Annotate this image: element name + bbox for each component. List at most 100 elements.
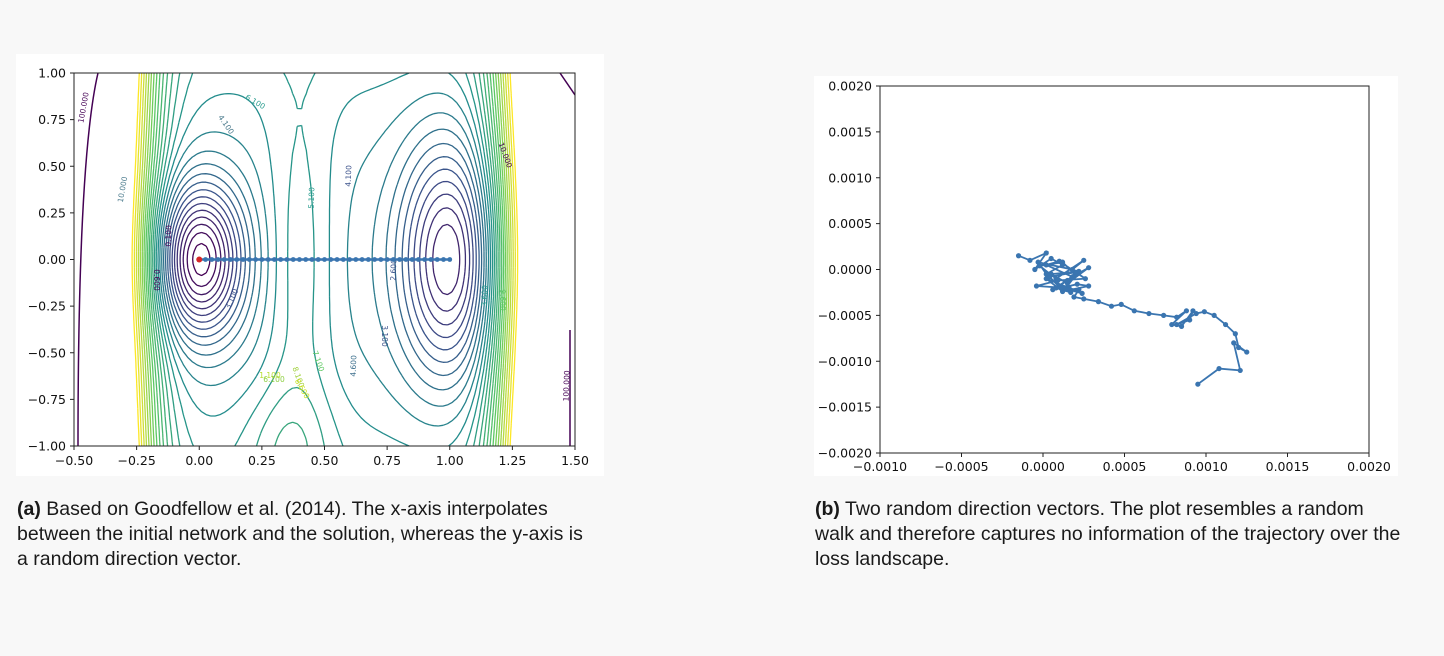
x-tick-label: 1.00 — [436, 453, 464, 468]
random-walk-point — [1069, 274, 1075, 280]
contour-label: 1.100 — [259, 371, 281, 380]
random-walk-point — [1108, 303, 1115, 309]
random-walk-point — [1178, 323, 1185, 329]
contour-line — [169, 168, 477, 351]
contour-label: 3.100 — [223, 287, 240, 310]
plot-a-ticks: −0.50 −0.25 0.00 0.25 0.50 0.75 1.00 1.25 1.50 1.… — [28, 66, 589, 469]
random-walk-point — [1037, 263, 1043, 269]
x-tick-label: 0.75 — [373, 453, 401, 468]
interpolation-point — [390, 257, 396, 262]
y-tick-label: 1.00 — [38, 66, 66, 81]
interpolation-point — [441, 257, 446, 262]
y-tick-label: 0.0020 — [828, 79, 872, 94]
contour-label: 6.100 — [263, 375, 285, 384]
random-walk-point — [1086, 283, 1092, 289]
random-walk-path — [1015, 250, 1250, 387]
y-tick-label: 0.25 — [38, 205, 66, 220]
random-walk-point — [1027, 257, 1033, 263]
random-walk-line — [1018, 250, 1248, 385]
y-tick-label: −0.50 — [28, 345, 66, 360]
contour-line — [182, 223, 222, 296]
x-tick-label: 0.0010 — [1184, 459, 1228, 474]
contour-line — [150, 73, 499, 446]
y-tick-label: 0.0000 — [828, 262, 872, 277]
contour-line — [179, 216, 461, 303]
interpolation-point — [259, 257, 265, 262]
contour-plot-a: 100.00010.0006.1004.1005.1004.1000.1000.… — [28, 66, 589, 469]
interpolation-point — [397, 257, 403, 262]
random-walk-point — [1236, 344, 1242, 351]
random-walk-point — [1079, 290, 1085, 296]
random-walk-point — [1216, 365, 1222, 372]
interpolation-point — [253, 257, 259, 262]
x-tick-label: 0.0005 — [1103, 459, 1147, 474]
initial-network-point — [196, 256, 203, 263]
interpolation-point — [234, 257, 240, 262]
plot-b-frame — [879, 85, 1370, 454]
caption-a-text: Based on Goodfellow et al. (2014). The x… — [17, 498, 583, 570]
interpolation-point — [322, 257, 327, 262]
y-tick-label: −1.00 — [28, 439, 66, 454]
interpolation-point — [359, 257, 365, 262]
interpolation-point — [347, 257, 352, 262]
y-tick-label: −0.0015 — [818, 400, 872, 415]
contour-line — [133, 73, 516, 446]
interpolation-point — [246, 257, 252, 262]
interpolation-point — [378, 257, 384, 262]
contour-line — [176, 207, 467, 312]
random-walk-point — [1043, 262, 1049, 268]
contour-line — [159, 92, 490, 427]
interpolation-point — [416, 257, 421, 262]
interpolation-point — [309, 257, 315, 262]
interpolation-point — [272, 257, 277, 262]
random-walk-point — [1231, 340, 1237, 346]
contour-label: 0.600 — [152, 269, 161, 291]
random-walk-point — [1169, 321, 1175, 328]
y-tick-label: 0.75 — [38, 112, 66, 127]
y-tick-label: 0.0005 — [828, 216, 872, 231]
interpolation-point — [315, 257, 321, 262]
interpolation-point — [290, 257, 296, 262]
random-walk-point — [1183, 308, 1190, 314]
x-tick-label: −0.0005 — [934, 459, 988, 474]
random-walk-point — [1082, 276, 1088, 282]
interpolation-point — [428, 257, 434, 262]
y-tick-label: −0.0020 — [818, 446, 872, 461]
interpolation-point — [265, 257, 271, 262]
contour-line — [135, 73, 514, 446]
random-walk-point — [1195, 381, 1201, 387]
interpolation-point — [297, 257, 302, 262]
random-walk-point — [1161, 312, 1167, 318]
y-tick-label: 0.0015 — [828, 124, 872, 139]
random-walk-point — [1048, 255, 1054, 262]
random-walk-point — [1131, 308, 1137, 314]
interpolation-point — [278, 257, 284, 262]
contour-line — [139, 73, 510, 446]
random-walk-point — [1174, 314, 1180, 320]
random-walk-point — [1232, 331, 1238, 337]
random-walk-point — [1043, 250, 1049, 256]
random-walk-point — [1066, 285, 1072, 291]
contour-line — [192, 242, 211, 277]
contour-line — [157, 73, 492, 446]
random-walk-point — [1068, 289, 1074, 296]
random-walk-point — [1237, 367, 1243, 374]
y-tick-label: −0.0010 — [818, 354, 872, 369]
contour-line — [143, 73, 507, 446]
random-walk-point — [1201, 309, 1207, 315]
caption-a: (a) Based on Goodfellow et al. (2014). T… — [17, 497, 597, 572]
contour-label: 4.600 — [349, 355, 359, 377]
contour-line — [146, 73, 503, 446]
x-tick-label: 1.50 — [561, 453, 589, 468]
random-walk-point — [1064, 277, 1071, 284]
caption-b-text: Two random direction vectors. The plot r… — [815, 498, 1401, 570]
contour-label: 8.600 — [293, 377, 312, 400]
random-walk-point — [1146, 310, 1152, 317]
interpolation-point — [422, 257, 428, 262]
random-walk-point — [1211, 312, 1217, 318]
interpolation-point — [328, 257, 334, 262]
random-walk-point — [1076, 287, 1082, 293]
x-tick-label: 1.25 — [498, 453, 526, 468]
x-tick-label: 0.50 — [311, 453, 339, 468]
contour-line — [152, 73, 497, 446]
